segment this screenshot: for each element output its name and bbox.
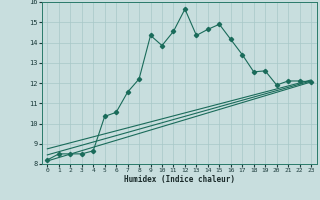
X-axis label: Humidex (Indice chaleur): Humidex (Indice chaleur) — [124, 175, 235, 184]
